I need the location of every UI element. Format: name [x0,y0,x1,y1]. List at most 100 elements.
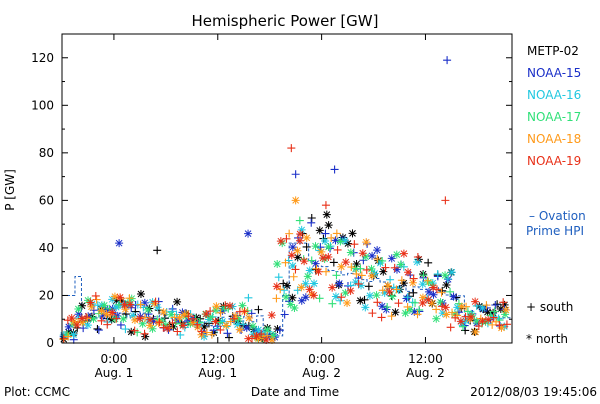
data-point [424,278,433,287]
data-point [230,314,239,323]
data-point [471,297,480,306]
data-point [78,301,87,310]
data-point [327,233,336,242]
data-point [138,319,147,328]
data-point [120,300,129,309]
data-point [500,300,509,309]
data-point [383,281,392,290]
data-point [100,301,109,310]
data-point [267,311,276,320]
data-point-highlight [443,56,452,65]
x-tick-date: Aug. 1 [95,366,134,380]
data-point [438,299,447,308]
data-point [377,313,386,322]
data-point [307,290,316,299]
data-point [279,279,288,288]
data-point [346,248,355,257]
legend-entry: NOAA-18 [527,132,581,146]
data-point [424,295,433,304]
x-tick-label: 0:00 [100,352,127,366]
data-point [332,271,341,280]
data-point [427,299,436,308]
data-point [143,305,152,314]
data-point [225,333,234,342]
data-point [478,303,487,312]
data-point [235,325,244,334]
data-point [415,305,424,314]
data-point [324,221,333,230]
data-point [360,295,369,304]
series-legend: METP-02 NOAA-15 NOAA-16 NOAA-17 NOAA-18 NOAA-… [527,44,581,168]
data-point [387,254,396,263]
data-point [388,292,397,301]
data-point [489,313,498,322]
data-point [315,294,324,303]
data-point [145,315,154,324]
data-point [343,299,352,308]
data-point [311,242,320,251]
data-point [146,321,155,330]
data-point [429,290,438,299]
data-point [157,317,166,326]
data-point [373,254,382,263]
data-point [110,292,119,301]
data-point [72,321,81,330]
data-point [311,259,320,268]
data-point [501,310,510,319]
data-point [478,317,487,326]
data-point [324,243,333,252]
data-point [320,254,329,263]
data-point [155,318,164,327]
data-point [467,312,475,321]
data-point [451,313,460,322]
data-point [280,286,289,295]
data-point [351,278,360,287]
data-point [220,304,229,313]
data-point [383,302,392,311]
data-point [228,302,237,311]
data-point [254,305,263,314]
data-point [314,267,323,276]
data-point [307,256,316,265]
data-point [379,267,388,276]
data-point [402,294,411,303]
data-point [317,247,326,256]
data-point [368,251,377,260]
data-point [491,301,500,310]
data-point [86,298,95,307]
data-point [293,253,302,262]
data-point [484,315,493,324]
data-point [409,288,418,297]
data-point [413,257,422,266]
data-point [125,294,134,303]
data-point [331,292,340,301]
data-point [233,320,242,329]
data-point [392,285,401,294]
data-point [336,237,345,246]
data-points [59,56,511,344]
data-point [392,265,401,274]
data-point [441,303,450,312]
data-point [418,299,427,308]
data-point [348,229,357,238]
data-point [108,308,117,317]
data-point [167,310,176,319]
data-point [273,260,282,269]
data-point [69,317,78,326]
data-point [462,302,471,311]
data-point [136,312,145,321]
data-point [448,308,457,317]
data-point [411,298,420,307]
data-point [341,258,350,267]
data-point [465,314,474,323]
data-point [382,305,391,314]
data-point [352,260,361,269]
data-point [189,314,198,323]
data-point [474,322,483,331]
data-point [136,300,145,309]
data-point [302,242,311,251]
y-tick-label: 40 [39,241,54,255]
data-point [387,312,396,321]
data-point [356,264,365,273]
